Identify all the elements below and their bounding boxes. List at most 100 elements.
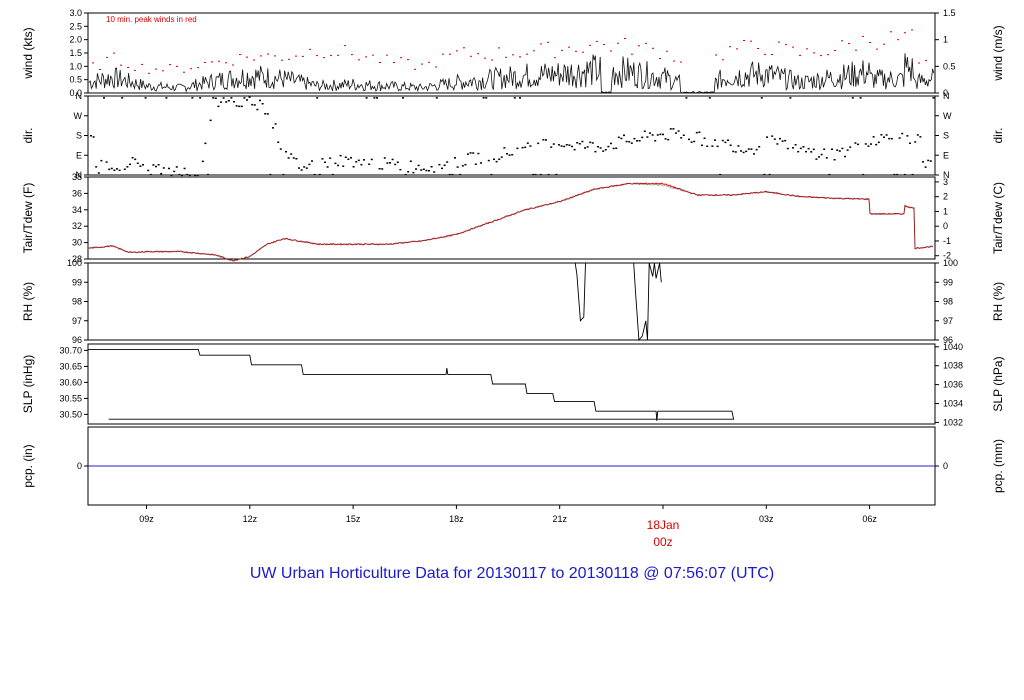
wind-dir-point <box>511 154 514 156</box>
wind-dir-point <box>893 173 896 176</box>
wind-dir-point <box>625 140 628 143</box>
peak-wind-point <box>876 48 878 50</box>
wind-dir-point <box>95 166 98 168</box>
y-tick-label-right: S <box>943 131 949 141</box>
wind-dir-point <box>888 137 891 140</box>
wind-dir-point <box>360 163 363 166</box>
wind-dir-point <box>365 97 368 99</box>
panel-rh: 96 97 98 99 100 96 97 98 99 100 RH (%) RH (%) <box>21 258 1005 345</box>
wind-dir-point <box>285 151 287 153</box>
wind-dir-point <box>134 158 137 161</box>
wind-dir-point <box>173 170 176 173</box>
wind-dir-point <box>295 158 298 160</box>
wind-dir-point <box>383 157 386 159</box>
wind-dir-point <box>121 97 124 99</box>
series-tair <box>88 182 934 262</box>
wind-dir-point <box>737 145 740 147</box>
y-tick-label-right: 0 <box>943 461 948 471</box>
peak-wind-point <box>344 45 346 47</box>
wind-dir-point <box>872 136 875 138</box>
wind-dir-point <box>519 97 521 99</box>
wind-dir-point <box>417 164 420 167</box>
y-tick-label: 100 <box>67 258 82 268</box>
peak-wind-point <box>638 45 640 47</box>
peak-wind-point <box>631 53 633 55</box>
peak-wind-point <box>897 39 899 41</box>
wind-dir-point <box>875 143 878 146</box>
y-tick-label: 96 <box>72 335 82 345</box>
wind-dir-point <box>100 159 103 162</box>
peak-wind-point <box>820 55 822 57</box>
peak-wind-point <box>113 52 115 54</box>
wind-dir-point <box>594 150 597 153</box>
y-tick-label: E <box>76 150 82 160</box>
peak-wind-point <box>281 59 283 61</box>
slp-series-line <box>88 348 735 421</box>
wind-dir-point <box>347 158 350 160</box>
wind-dir-point <box>500 156 503 158</box>
wind-dir-point <box>599 147 602 149</box>
peak-wind-point <box>575 50 577 52</box>
wind-dir-point <box>524 146 527 149</box>
peak-wind-point <box>568 46 570 48</box>
wind-dir-point <box>617 136 620 139</box>
wind-dir-point <box>495 160 498 163</box>
wind-dir-point <box>168 167 170 170</box>
wind-dir-point <box>368 163 371 165</box>
peak-wind-point <box>715 54 717 56</box>
wind-dir-point <box>448 173 451 176</box>
wind-dir-point <box>264 113 267 115</box>
peak-wind-point <box>778 41 780 43</box>
peak-wind-point <box>379 62 381 63</box>
wind-dir-point <box>175 166 178 168</box>
peak-wind-point <box>799 54 801 56</box>
y-tick-label-right: 99 <box>943 277 953 287</box>
wind-dir-point <box>685 97 688 99</box>
wind-dir-point <box>308 163 311 166</box>
wind-dir-point <box>890 137 893 140</box>
x-tick-label: 15z <box>346 514 361 524</box>
peak-wind-point <box>365 56 367 58</box>
wind-dir-point <box>927 159 930 162</box>
wind-dir-point <box>160 172 163 175</box>
peak-wind-point <box>582 51 584 53</box>
peak-wind-point <box>358 59 360 61</box>
y-tick-label-right: 98 <box>943 297 953 307</box>
wind-dir-point <box>212 97 215 99</box>
wind-dir-point <box>849 146 852 148</box>
wind-dir-point <box>207 173 209 176</box>
wind-dir-point <box>487 159 490 162</box>
y-tick-label: N <box>76 170 83 180</box>
wind-dir-point <box>703 137 706 139</box>
y-axis-label: Tair/Tdew (F) <box>21 183 35 254</box>
wind-dir-point <box>698 131 701 133</box>
wind-dir-point <box>747 148 750 150</box>
y-tick-label: 0.5 <box>69 75 82 85</box>
y-tick-label-right: 2 <box>943 192 948 202</box>
wind-dir-point <box>797 150 800 153</box>
wind-dir-point <box>443 164 446 166</box>
peak-wind-point <box>316 55 318 57</box>
peak-wind-point <box>855 49 857 51</box>
peak-wind-point <box>239 54 241 55</box>
peak-wind-point <box>106 56 108 58</box>
wind-dir-point <box>422 168 425 170</box>
wind-dir-point <box>235 105 238 107</box>
wind-dir-point <box>248 96 251 98</box>
wind-dir-point <box>438 163 441 166</box>
y-tick-label: 28 <box>72 254 82 264</box>
wind-dir-point <box>261 103 264 105</box>
peak-wind-point <box>246 56 248 58</box>
wind-dir-point <box>708 97 711 99</box>
wind-dir-point <box>792 147 794 149</box>
wind-dir-point <box>282 173 285 176</box>
wind-dir-point <box>825 157 828 159</box>
y-tick-label: N <box>76 91 83 101</box>
wind-dir-point <box>672 128 675 130</box>
wind-dir-point <box>412 171 415 174</box>
wind-dir-point <box>550 146 553 148</box>
wind-dir-point <box>695 131 698 134</box>
wind-dir-point <box>435 97 438 99</box>
wind-dir-point <box>857 143 859 146</box>
peak-wind-point <box>218 60 220 62</box>
